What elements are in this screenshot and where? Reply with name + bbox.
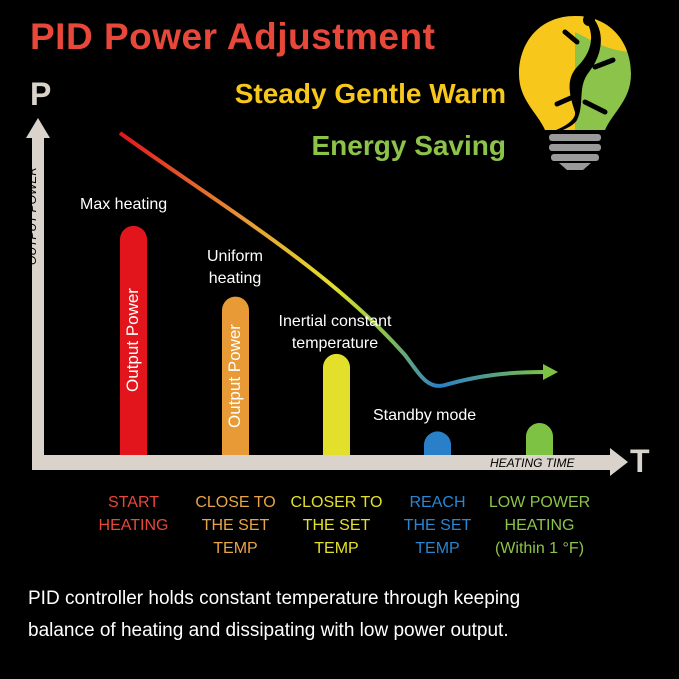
subtitle-energy: Energy Saving — [311, 130, 506, 161]
bar-3 — [424, 431, 451, 455]
x-axis-arrow — [32, 448, 628, 476]
y-axis-letter: P — [30, 76, 52, 112]
category-label: START HEATING — [79, 491, 189, 537]
category-label: REACH THE SET TEMP — [383, 491, 493, 560]
bar-label: Output Power — [123, 288, 142, 392]
footer-line-2: balance of heating and dissipating with … — [28, 620, 509, 641]
category-line: THE SET — [403, 517, 472, 534]
annotation-line: temperature — [291, 335, 379, 352]
annotation-standby: Standby mode — [373, 407, 477, 424]
category-line: CLOSER TO — [290, 494, 383, 511]
category-line: HEATING — [98, 517, 169, 534]
bar-4 — [526, 422, 553, 455]
trend-curve — [118, 131, 546, 388]
annotation-max-heating: Max heating — [80, 196, 168, 213]
category-line: REACH — [409, 494, 466, 511]
annotation-line: heating — [208, 270, 262, 287]
x-axis-letter: T — [630, 443, 650, 479]
y-axis-label: OUTPUT POWER — [25, 167, 39, 265]
category-line: (Within 1 °F) — [494, 540, 585, 557]
annotation-line: Uniform — [206, 248, 263, 265]
category-line: THE SET — [201, 517, 270, 534]
page-title: PID Power Adjustment — [30, 16, 436, 57]
category-line: LOW POWER — [488, 494, 591, 511]
subtitle-steady: Steady Gentle Warm — [234, 78, 506, 109]
gecko-bulb-logo — [519, 14, 631, 170]
bar-2 — [323, 353, 350, 455]
category-line: CLOSE TO — [195, 494, 276, 511]
category-line: THE SET — [302, 517, 371, 534]
footer-line-1: PID controller holds constant temperatur… — [28, 588, 521, 609]
annotation-line: Inertial constant — [278, 313, 392, 330]
category-label: CLOSER TO THE SET TEMP — [282, 491, 392, 560]
category-label: CLOSE TO THE SET TEMP — [181, 491, 291, 560]
bar-label: Output Power — [225, 324, 244, 428]
x-axis-label: HEATING TIME — [490, 456, 575, 470]
category-line: TEMP — [213, 540, 258, 557]
y-axis-arrow — [26, 118, 50, 470]
category-line: HEATING — [504, 517, 575, 534]
bar-0 — [120, 225, 147, 455]
category-line: TEMP — [314, 540, 359, 557]
annotation-inertial: Inertial constant temperature — [262, 311, 408, 355]
category-label: LOW POWER HEATING (Within 1 °F) — [485, 491, 595, 560]
category-line: START — [108, 494, 159, 511]
category-line: TEMP — [415, 540, 460, 557]
annotation-uniform-heating: Uniform heating — [195, 246, 275, 290]
trend-arrowhead — [543, 364, 558, 380]
bar-1 — [222, 296, 249, 455]
